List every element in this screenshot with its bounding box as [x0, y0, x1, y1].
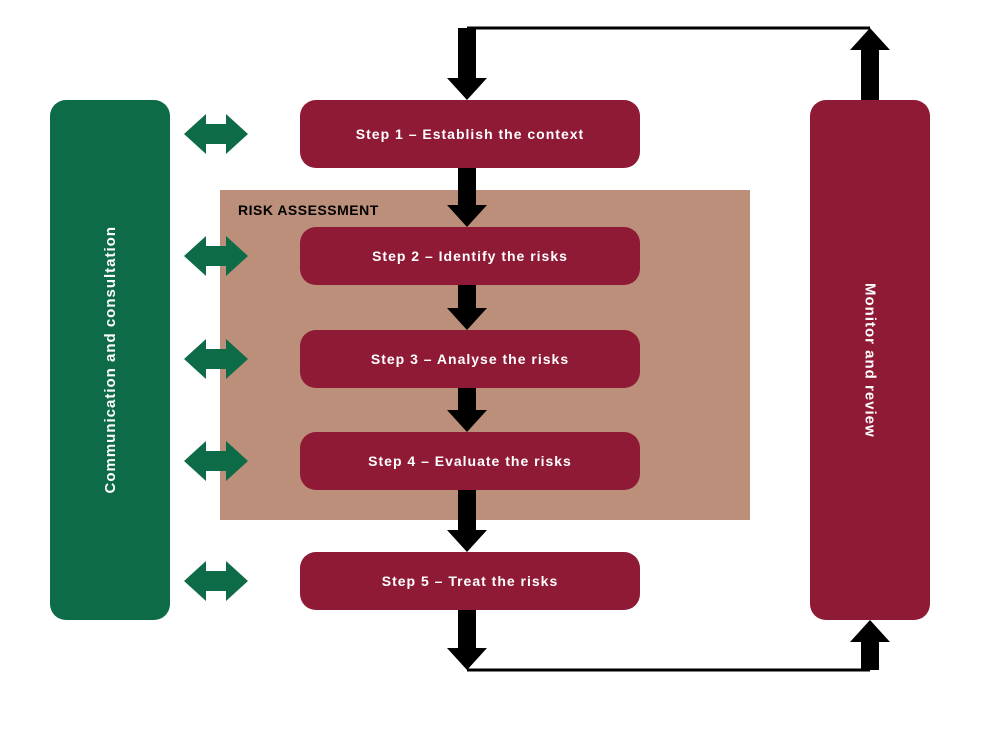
bi-arrow-1 [184, 236, 248, 276]
flow-arrow-down-0 [447, 28, 487, 100]
flow-arrow-down-3 [447, 388, 487, 432]
bi-arrow-0 [184, 114, 248, 154]
bi-arrow-4 [184, 561, 248, 601]
bi-arrow-2 [184, 339, 248, 379]
bi-arrow-3 [184, 441, 248, 481]
flow-arrow-down-2 [447, 285, 487, 330]
arrow-layer [0, 0, 999, 733]
flow-arrow-up-1 [850, 620, 890, 670]
flow-arrow-down-4 [447, 490, 487, 552]
flow-arrow-down-5 [447, 610, 487, 670]
flow-arrow-up-0 [850, 28, 890, 100]
flow-arrow-down-1 [447, 168, 487, 227]
